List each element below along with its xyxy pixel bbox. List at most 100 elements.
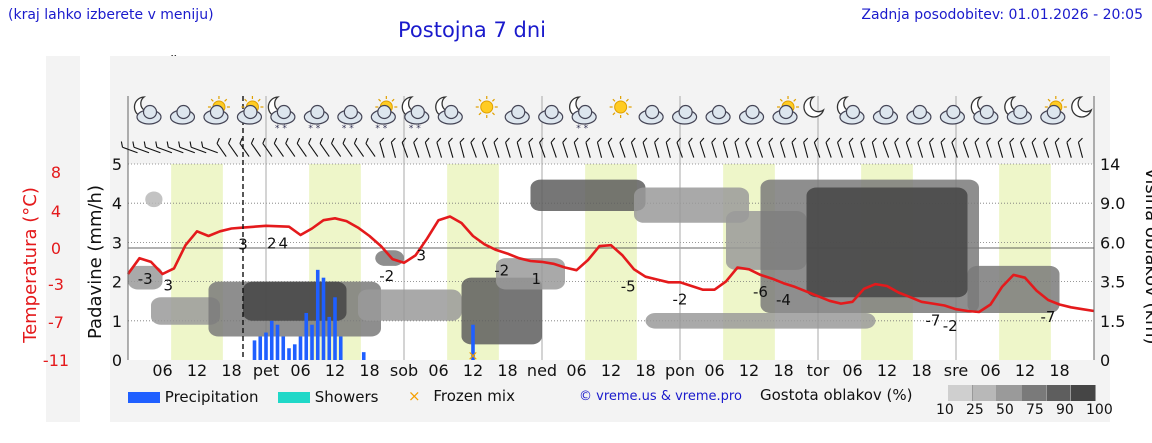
wind-barb bbox=[951, 137, 958, 158]
cloud-icon bbox=[671, 104, 698, 125]
x-tick-label: 06 bbox=[566, 361, 586, 380]
wind-barb bbox=[296, 137, 307, 157]
wind-barb bbox=[962, 137, 970, 158]
temperature-label: -7 bbox=[1041, 308, 1056, 326]
temperature-label: 3 bbox=[416, 247, 426, 265]
precipitation-bar bbox=[287, 348, 291, 360]
left-panel bbox=[46, 56, 80, 422]
cloud-snow-icon: * * bbox=[337, 104, 363, 134]
wind-barb bbox=[155, 141, 173, 154]
wind-barb bbox=[1043, 137, 1050, 158]
temperature-label: -4 bbox=[776, 291, 791, 309]
cloud-block bbox=[145, 191, 163, 208]
svg-text:* *: * * bbox=[308, 124, 320, 134]
x-tick-label: 12 bbox=[601, 361, 621, 380]
frozen-mix-icon: × bbox=[408, 387, 421, 405]
wind-barb bbox=[688, 137, 695, 158]
cloud-density-label: Gostota oblakov (%) bbox=[760, 386, 913, 404]
cloud-snow-icon: * * bbox=[303, 104, 329, 134]
sun-cloud-icon bbox=[1040, 96, 1067, 125]
showers-swatch bbox=[278, 392, 310, 403]
cloud-height-tick: 9.0 bbox=[1100, 194, 1125, 213]
x-tick-label: 06 bbox=[842, 361, 862, 380]
showers-label: Showers bbox=[314, 388, 379, 406]
wind-barb bbox=[734, 137, 740, 158]
wind-barb bbox=[997, 137, 1004, 158]
cloud-height-tick: 1.5 bbox=[1100, 312, 1125, 331]
x-tick-label: 12 bbox=[463, 361, 483, 380]
cloud-icon bbox=[738, 104, 765, 125]
moon-icon bbox=[803, 96, 825, 118]
wind-barb bbox=[379, 137, 385, 158]
wind-barb bbox=[848, 137, 855, 158]
wind-barb bbox=[756, 137, 764, 158]
wind-barb bbox=[365, 137, 376, 157]
wind-barb bbox=[166, 141, 184, 154]
wind-barb bbox=[1066, 137, 1072, 158]
wind-barb bbox=[308, 137, 319, 157]
wind-barb bbox=[424, 137, 431, 158]
temperature-tick: 8 bbox=[51, 163, 61, 182]
wind-barb bbox=[273, 137, 284, 157]
precipitation-bar bbox=[304, 312, 309, 360]
wind-barb bbox=[331, 137, 342, 157]
temperature-label: -3 bbox=[138, 270, 153, 288]
cloud-icon bbox=[906, 104, 932, 125]
sun-cloud-icon bbox=[236, 96, 264, 125]
legend-precipitation: Precipitation bbox=[128, 388, 259, 406]
wind-barb bbox=[711, 137, 717, 158]
x-tick-label: 18 bbox=[221, 361, 241, 380]
precipitation-bar bbox=[321, 277, 326, 360]
precipitation-bar bbox=[275, 324, 280, 360]
wind-barb bbox=[986, 137, 992, 158]
wind-barb bbox=[779, 137, 786, 158]
temperature-label: -6 bbox=[753, 283, 768, 301]
wind-barb bbox=[228, 137, 239, 157]
wind-barb bbox=[1054, 137, 1061, 158]
x-tick-label: 06 bbox=[980, 361, 1000, 380]
wind-barb bbox=[189, 141, 207, 154]
cloud-block bbox=[967, 265, 1060, 313]
moon-snow-icon: * * bbox=[267, 96, 296, 134]
x-tick-label: sre bbox=[944, 361, 968, 380]
wind-barb bbox=[216, 137, 227, 157]
wind-barb bbox=[201, 141, 218, 154]
temperature-label: -5 bbox=[621, 277, 636, 295]
wind-barb bbox=[1020, 137, 1027, 158]
cloud-height-tick: 3.5 bbox=[1100, 273, 1125, 292]
scale-tick: 10 bbox=[936, 402, 954, 418]
cloud-block bbox=[128, 265, 163, 290]
scale-swatch bbox=[1046, 385, 1072, 401]
x-tick-label: 06 bbox=[428, 361, 448, 380]
precip-tick: 2 bbox=[112, 273, 122, 292]
wind-barb bbox=[974, 137, 981, 158]
precipitation-bar bbox=[264, 332, 268, 360]
wind-barb bbox=[493, 137, 500, 158]
temperature-line bbox=[126, 215, 1095, 314]
precip-tick: 4 bbox=[112, 194, 122, 213]
cloud-block bbox=[806, 187, 968, 298]
cloud-block bbox=[375, 250, 404, 266]
wind-barb bbox=[573, 137, 580, 158]
daylight-band bbox=[999, 164, 1051, 360]
x-tick-label: ned bbox=[527, 361, 557, 380]
scale-tick: 100 bbox=[1086, 402, 1113, 418]
x-tick-label: 18 bbox=[497, 361, 517, 380]
x-tick-label: 18 bbox=[911, 361, 931, 380]
wind-barb bbox=[562, 137, 569, 158]
temperature-label: -2 bbox=[379, 267, 394, 285]
temperature-tick: -3 bbox=[48, 275, 64, 294]
temperature-tick: -11 bbox=[43, 351, 69, 370]
moon-cloud-icon bbox=[970, 96, 999, 125]
scale-swatch bbox=[997, 385, 1023, 401]
moon-cloud-icon bbox=[836, 96, 865, 125]
precipitation-label: Precipitation bbox=[164, 388, 259, 406]
wind-barb bbox=[550, 137, 557, 158]
cloud-block bbox=[634, 187, 749, 223]
precip-tick: 3 bbox=[112, 233, 122, 252]
precipitation-bar bbox=[281, 336, 286, 360]
temperature-tick: 4 bbox=[51, 202, 61, 221]
wind-barb bbox=[353, 137, 365, 157]
wind-barb bbox=[860, 137, 866, 158]
temperature-axis-title: Temperatura (°C) bbox=[20, 187, 41, 344]
